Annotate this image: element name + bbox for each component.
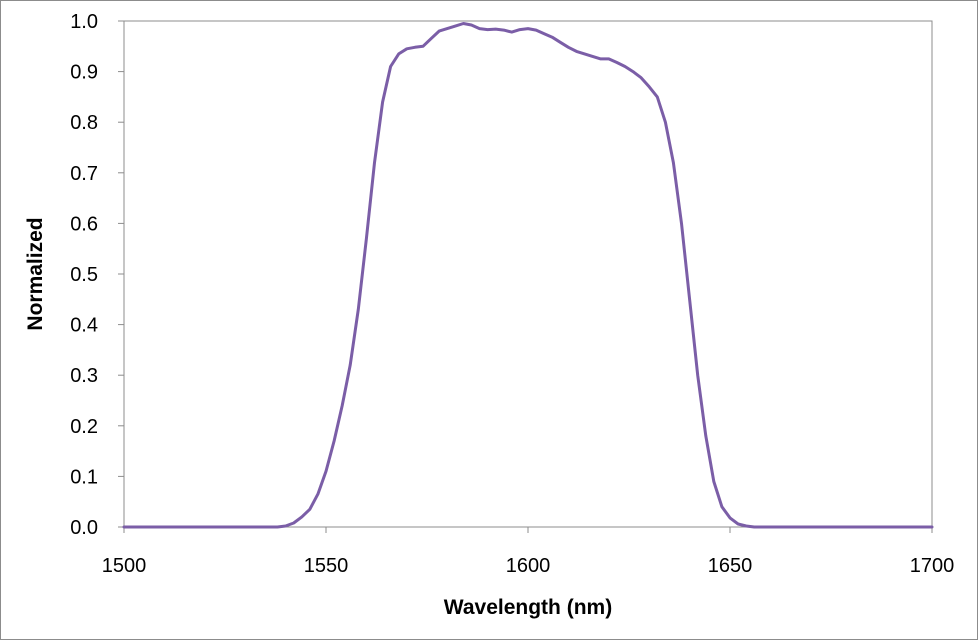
y-tick-label: 0.6 — [70, 213, 98, 235]
series-layer — [122, 22, 934, 529]
x-tick-label: 1650 — [708, 555, 753, 577]
y-tick-label: 0.2 — [70, 416, 98, 438]
y-tick-label: 0.8 — [70, 112, 98, 134]
x-axis-title: Wavelength (nm) — [444, 596, 612, 619]
y-tick-label: 0.9 — [70, 62, 98, 84]
x-tick-label: 1700 — [910, 555, 955, 577]
x-tick-label: 1550 — [304, 555, 349, 577]
y-tick-label: 0.3 — [70, 365, 98, 387]
x-axis: 1500 1550 1600 1650 1700 — [102, 527, 955, 577]
y-tick-label: 1.0 — [70, 11, 98, 33]
y-axis: 0.0 0.1 0.2 0.3 0.4 0.5 0.6 0.7 0.8 0.9 1.0 — [70, 11, 124, 539]
y-tick-label: 0.1 — [70, 466, 98, 488]
y-tick-label: 0.5 — [70, 264, 98, 286]
series-line — [122, 22, 934, 529]
y-tick-label: 0.0 — [70, 517, 98, 539]
x-tick-label: 1600 — [506, 555, 551, 577]
y-axis-title: Normalized — [24, 217, 47, 330]
y-tick-label: 0.7 — [70, 163, 98, 185]
x-tick-label: 1500 — [102, 555, 147, 577]
y-tick-label: 0.4 — [70, 315, 98, 337]
plot-area — [123, 20, 933, 528]
